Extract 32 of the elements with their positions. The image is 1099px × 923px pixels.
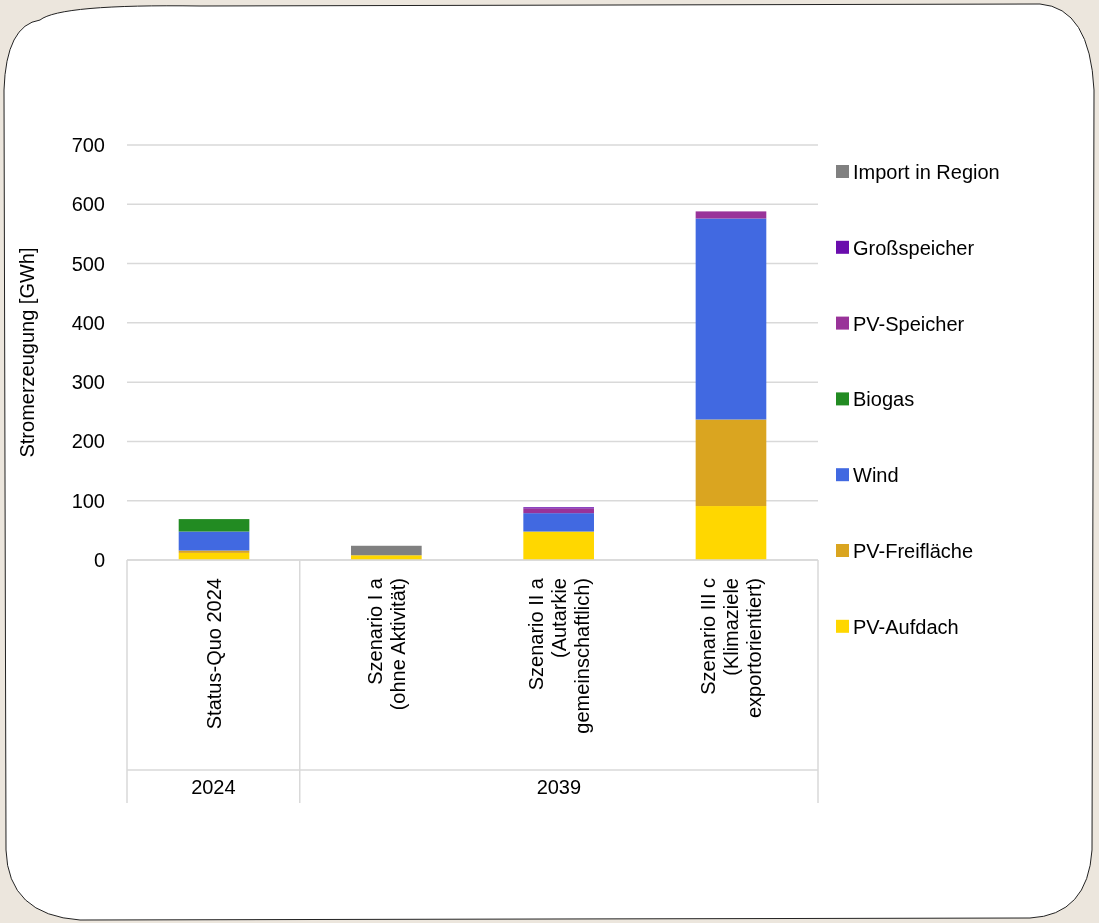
legend-label: Großspeicher	[853, 236, 975, 259]
text: 2024	[191, 776, 236, 798]
x-tick-label: Szenario I a (ohne Aktivität)	[363, 577, 409, 711]
y-axis-title: Stromerzeugung [GWh]	[16, 247, 38, 458]
legend-label: PV-Freifläche	[853, 540, 974, 562]
y-tick-label: 200	[71, 430, 105, 453]
x-tick-label: Szenario II a (Autarkie gemeinschaftlich)	[524, 577, 593, 734]
y-tick-label: 600	[71, 193, 105, 216]
y-tick-label: 700	[71, 134, 105, 156]
y-tick-label: 100	[71, 489, 105, 512]
y-tick-label: 400	[71, 311, 105, 334]
y-tick-label: 500	[71, 252, 105, 275]
bar	[351, 545, 422, 556]
y-tick-label: 300	[71, 371, 105, 394]
bar	[523, 531, 594, 560]
bar	[695, 211, 767, 219]
x-tick-label: Szenario III c (Klimaziele exportorientiert)	[696, 578, 765, 719]
y-tick-label: 0	[93, 549, 105, 571]
bar	[523, 513, 594, 532]
bar	[695, 218, 767, 420]
bar	[695, 506, 767, 560]
legend-label: Import in Region	[853, 161, 1000, 183]
bar	[178, 519, 250, 532]
bar	[695, 419, 767, 507]
legend-label: PV-Speicher	[853, 312, 965, 335]
bar	[178, 531, 250, 551]
x-tick-label: Status-Quo 2024	[203, 578, 226, 730]
bar	[523, 508, 594, 514]
legend-label: Wind	[853, 464, 899, 487]
legend-label: Biogas	[853, 388, 915, 411]
text: 2039	[536, 776, 582, 798]
legend-label: PV-Aufdach	[853, 615, 959, 638]
